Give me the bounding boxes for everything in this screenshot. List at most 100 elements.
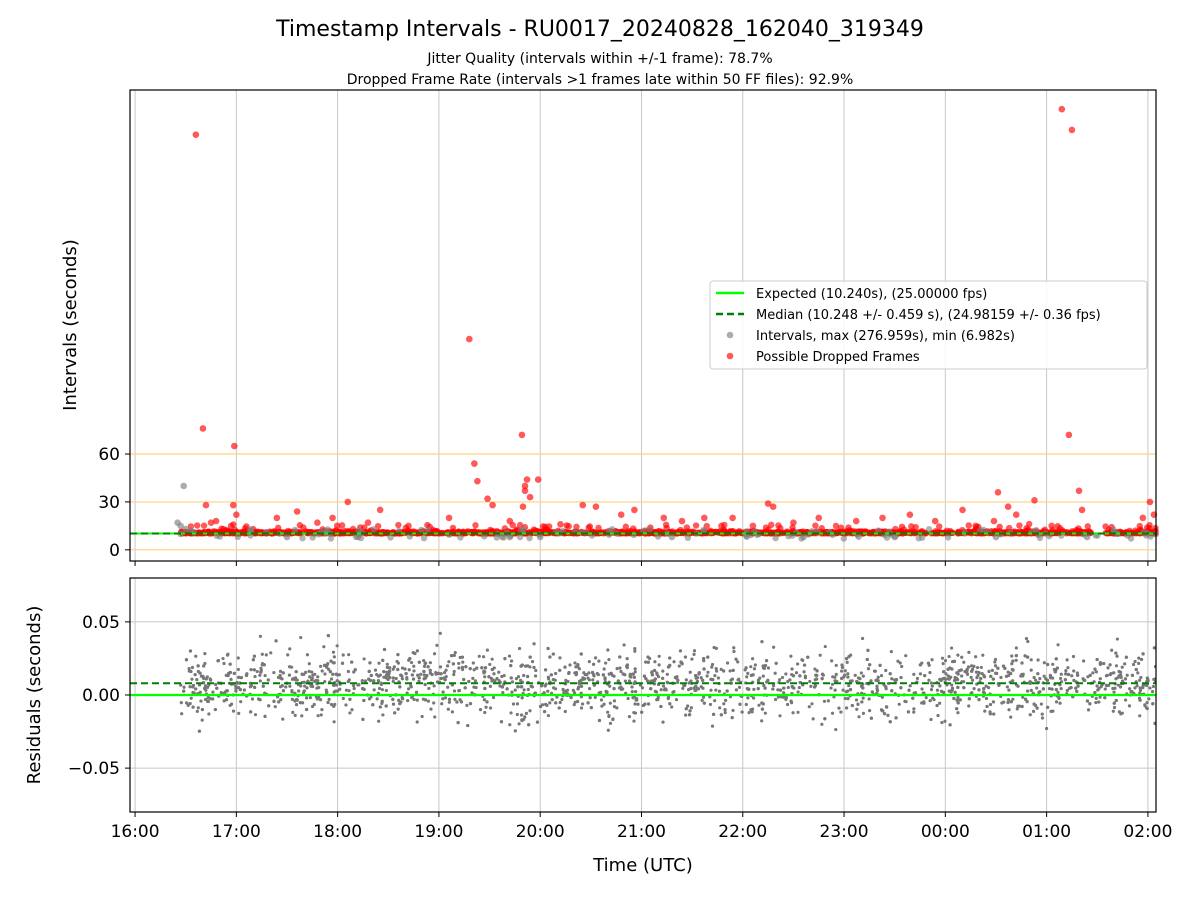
residual-point <box>952 659 957 663</box>
residual-point <box>797 685 801 690</box>
residual-point <box>516 685 520 689</box>
residual-point <box>367 669 371 673</box>
residual-point <box>929 681 933 685</box>
residual-point <box>736 678 740 682</box>
interval-point <box>406 533 413 540</box>
residual-point <box>290 677 295 681</box>
residual-point <box>970 669 974 673</box>
residual-point <box>946 667 950 671</box>
residual-point <box>377 686 382 691</box>
residual-point <box>308 675 312 679</box>
residual-point <box>468 702 473 706</box>
residual-point <box>309 684 313 688</box>
residual-point <box>435 643 439 647</box>
residual-point <box>591 678 595 682</box>
residual-point <box>306 679 310 683</box>
residual-point <box>609 671 613 675</box>
residual-point <box>284 685 288 689</box>
residual-point <box>371 703 375 707</box>
residual-point <box>509 659 514 663</box>
residual-point <box>1150 690 1155 694</box>
residual-point <box>899 686 903 690</box>
residual-point <box>630 685 634 689</box>
residual-point <box>633 670 637 674</box>
residual-point <box>844 657 849 661</box>
residual-point <box>1034 678 1038 682</box>
residual-point <box>579 684 584 688</box>
interval-point <box>500 534 507 541</box>
residual-point <box>388 675 392 680</box>
residual-point <box>890 689 894 693</box>
residual-point <box>452 689 457 693</box>
residual-point <box>336 689 340 693</box>
residual-point <box>497 670 501 674</box>
residual-point <box>325 663 329 668</box>
residual-point <box>841 688 845 692</box>
dropped-frame-point <box>1084 523 1091 530</box>
residual-point <box>255 669 259 674</box>
residual-point <box>179 701 183 705</box>
residual-point <box>329 677 334 681</box>
residual-point <box>460 655 464 659</box>
residual-point <box>861 711 866 715</box>
residual-point <box>346 679 350 684</box>
residual-point <box>695 686 699 690</box>
residual-point <box>197 729 201 733</box>
residual-point <box>299 635 303 640</box>
residual-point <box>857 715 861 719</box>
residual-point <box>820 722 824 726</box>
residual-point <box>191 705 195 709</box>
residual-point <box>459 700 464 704</box>
residual-point <box>666 681 670 685</box>
residual-point <box>420 714 424 719</box>
residual-point <box>656 675 661 679</box>
residual-point <box>462 677 466 682</box>
residual-point <box>514 676 519 681</box>
residual-point <box>528 665 532 669</box>
dropped-frame-point <box>1146 498 1154 506</box>
residual-point <box>956 701 960 705</box>
dropped-frame-point <box>972 522 980 530</box>
residual-point <box>953 678 957 683</box>
intervals-axes-frame <box>129 89 1157 562</box>
dropped-frame-point <box>790 519 797 526</box>
interval-point <box>785 532 792 540</box>
residual-point <box>509 664 513 668</box>
residual-point <box>725 661 730 665</box>
residual-point <box>1110 648 1114 652</box>
residual-point <box>316 675 320 679</box>
residual-point <box>886 713 890 717</box>
residual-point <box>823 644 827 649</box>
residual-point <box>948 723 952 727</box>
residual-point <box>466 723 470 728</box>
residual-point <box>304 696 309 700</box>
interval-point <box>420 534 428 542</box>
dropped-frame-point <box>465 335 473 343</box>
residual-point <box>1093 691 1097 695</box>
x-tick-label: 23:00 <box>820 822 869 842</box>
residual-point <box>790 684 794 689</box>
residual-point <box>535 720 540 724</box>
residual-point <box>621 672 625 676</box>
residual-point <box>995 671 999 676</box>
residual-point <box>699 685 703 689</box>
residual-point <box>976 673 980 678</box>
residual-point <box>377 719 381 723</box>
residual-point <box>185 701 189 705</box>
residual-point <box>706 670 710 674</box>
legend-marker-swatch <box>726 331 734 339</box>
residual-point <box>463 686 467 690</box>
residual-point <box>303 684 307 688</box>
residual-point <box>194 654 198 658</box>
dropped-frame-point <box>622 523 630 530</box>
residual-point <box>444 674 448 679</box>
residual-point <box>1059 672 1063 676</box>
residual-point <box>746 671 750 675</box>
residual-point <box>332 683 336 687</box>
dropped-frame-point <box>749 522 757 530</box>
residual-point <box>633 702 637 706</box>
residual-point <box>388 669 392 673</box>
residual-point <box>432 701 436 705</box>
dropped-frame-point <box>595 524 602 532</box>
residual-point <box>778 714 782 718</box>
